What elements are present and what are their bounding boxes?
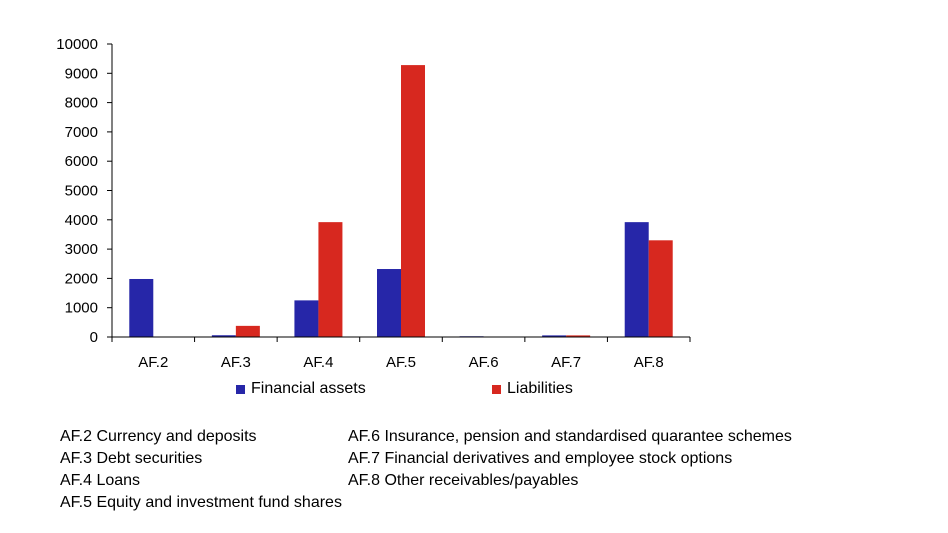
bar-liabilities	[401, 65, 425, 337]
note-af4: AF.4 Loans	[60, 472, 141, 489]
bar-financial-assets	[542, 335, 567, 337]
bar-financial-assets	[624, 222, 649, 337]
bar-financial-assets	[294, 300, 319, 337]
legend: Financial assets Liabilities	[236, 380, 656, 400]
legend-item-liabilities: Liabilities	[492, 380, 573, 398]
legend-item-financial-assets: Financial assets	[236, 380, 366, 398]
y-tick-label: 6000	[65, 153, 98, 170]
y-tick-label: 0	[90, 329, 98, 346]
y-tick-label: 2000	[65, 270, 98, 287]
x-tick-label: AF.7	[551, 354, 581, 371]
bars	[129, 65, 673, 337]
note-af3: AF.3 Debt securities	[60, 450, 203, 467]
y-tick-label: 9000	[65, 65, 98, 82]
legend-swatch-liabilities	[492, 384, 501, 394]
x-tick-label: AF.2	[138, 354, 168, 371]
note-af6: AF.6 Insurance, pension and standardised…	[348, 428, 792, 445]
note-af8: AF.8 Other receivables/payables	[348, 472, 579, 489]
note-af5: AF.5 Equity and investment fund shares	[60, 494, 342, 511]
bar-liabilities	[648, 240, 673, 337]
legend-label-financial-assets: Financial assets	[251, 380, 366, 397]
y-axis-ticks: 0 1000 2000 3000 4000 5000 6000 7000 8000 9000 100…	[56, 36, 112, 346]
x-tick-label: AF.4	[303, 354, 333, 371]
x-tick-label: AF.6	[469, 354, 499, 371]
y-tick-label: 7000	[65, 124, 98, 141]
y-tick-label: 5000	[65, 183, 98, 200]
y-tick-label: 4000	[65, 212, 98, 229]
note-af7: AF.7 Financial derivatives and employee …	[348, 450, 733, 467]
bar-financial-assets	[377, 269, 401, 337]
legend-label-liabilities: Liabilities	[507, 380, 573, 397]
category-footnotes: AF.2 Currency and deposits AF.3 Debt sec…	[60, 426, 920, 526]
note-af2: AF.2 Currency and deposits	[60, 428, 257, 445]
bar-liabilities	[566, 335, 591, 337]
bar-liabilities	[235, 325, 260, 337]
bar-financial-assets	[129, 278, 154, 337]
y-tick-label: 8000	[65, 95, 98, 112]
bar-financial-assets	[211, 335, 236, 337]
bar-liabilities	[318, 222, 343, 337]
x-tick-label: AF.8	[634, 354, 664, 371]
y-tick-label: 1000	[65, 300, 98, 317]
y-tick-label: 10000	[56, 36, 98, 53]
x-axis-ticks: AF.2 AF.3 AF.4 AF.5 AF.6 AF.7 AF.8	[111, 337, 691, 371]
y-tick-label: 3000	[65, 241, 98, 258]
x-tick-label: AF.5	[386, 354, 416, 371]
legend-swatch-financial-assets	[236, 384, 245, 394]
x-tick-label: AF.3	[221, 354, 251, 371]
